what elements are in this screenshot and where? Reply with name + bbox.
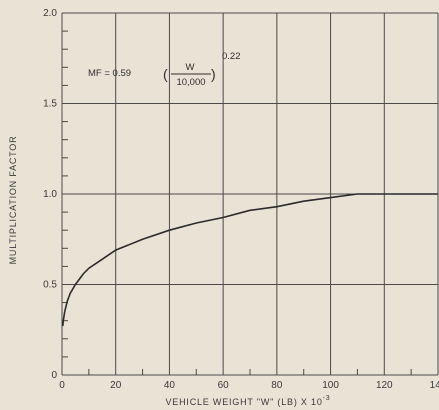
x-axis-title: VEHICLE WEIGHT "W" (LB) X 10-3 [166, 395, 331, 407]
curve-line [62, 193, 438, 327]
x-tick-label: 60 [218, 380, 230, 391]
x-axis-title-text: VEHICLE WEIGHT "W" (LB) X 10 [166, 397, 323, 407]
formula-exponent: 0.22 [222, 51, 241, 62]
y-tick-label: 1.0 [43, 189, 57, 200]
y-tick-label: 2.0 [43, 8, 57, 19]
y-tick-label: 0.5 [43, 280, 57, 291]
formula-close-paren: ) [211, 66, 216, 82]
minor-ticks [62, 30, 412, 375]
x-axis-title-exponent: -3 [323, 395, 331, 402]
x-tick-label: 40 [164, 380, 176, 391]
y-tick-label: 1.5 [43, 99, 57, 110]
formula-denominator: 10,000 [176, 77, 205, 88]
y-tick-label: 0 [51, 370, 57, 381]
grid-lines [61, 12, 439, 376]
formula-open-paren: ( [163, 66, 168, 82]
formula-annotation: MF = 0.59 ( W 10,000 ) 0.22 [88, 51, 241, 88]
formula-prefix: MF = 0.59 [88, 68, 131, 79]
formula-numerator: W [186, 62, 195, 73]
x-tick-label: 100 [322, 380, 339, 391]
y-axis-tick-labels: 0 0.5 1.0 1.5 2.0 [43, 8, 57, 381]
x-tick-label: 0 [59, 380, 65, 391]
x-tick-label: 80 [271, 380, 283, 391]
y-axis-title: MULTIPLICATION FACTOR [8, 136, 18, 265]
x-tick-label: 20 [110, 380, 122, 391]
x-tick-label: 120 [376, 380, 393, 391]
x-tick-label: 140 [430, 380, 439, 391]
x-axis-tick-labels: 0 20 40 60 80 100 120 140 [59, 380, 439, 391]
